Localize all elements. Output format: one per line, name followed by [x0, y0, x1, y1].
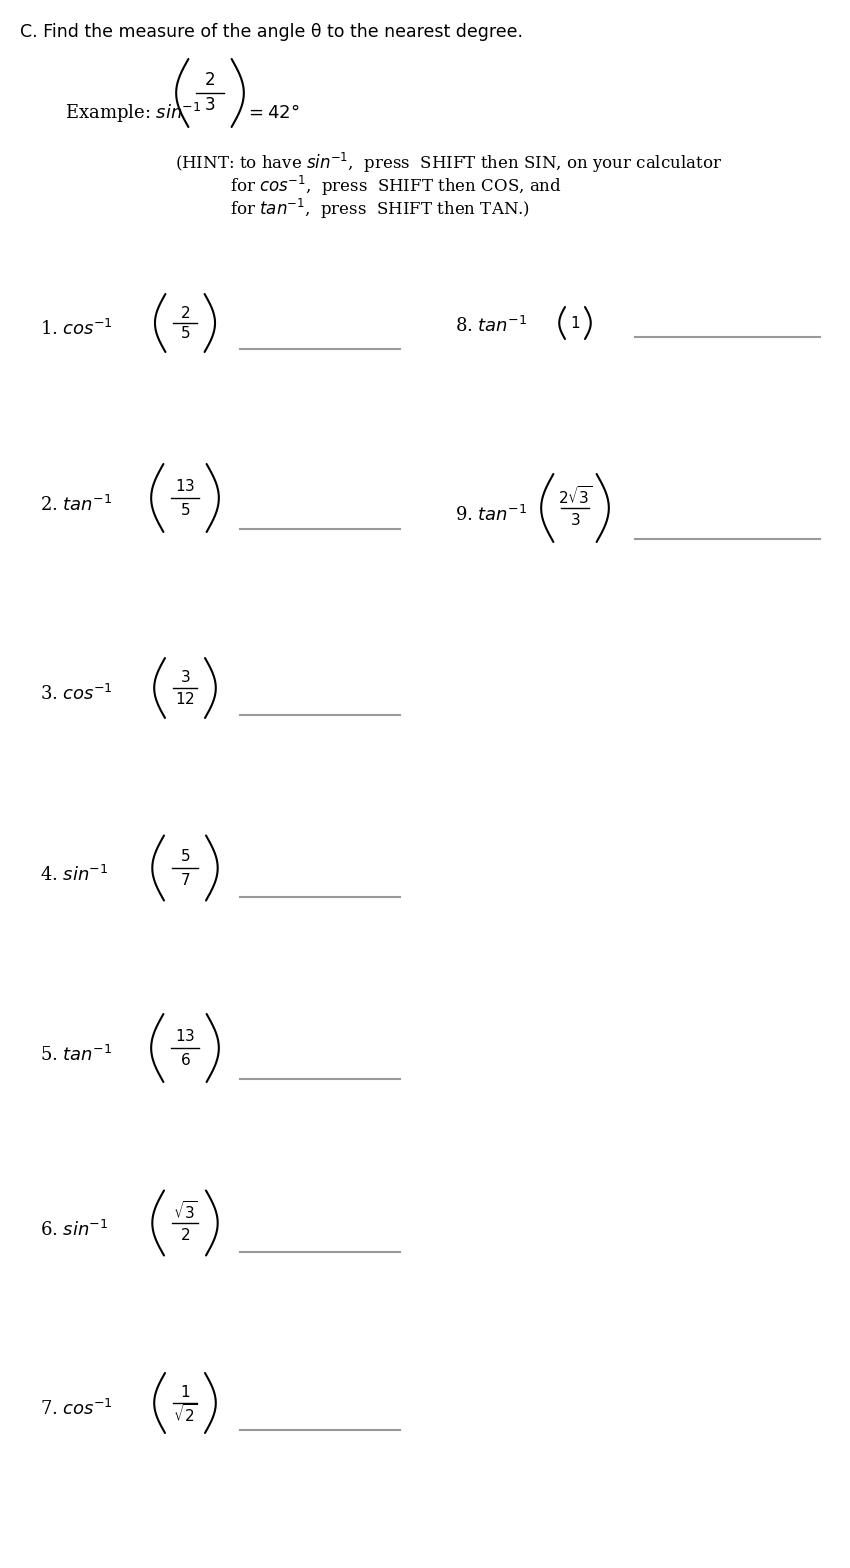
Text: 2. ${\mathit{tan}}^{-1}$: 2. ${\mathit{tan}}^{-1}$ — [40, 495, 112, 514]
Text: C. Find the measure of the angle θ to the nearest degree.: C. Find the measure of the angle θ to th… — [20, 24, 523, 41]
Text: $\sqrt{2}$: $\sqrt{2}$ — [173, 1403, 197, 1425]
Text: $12$: $12$ — [175, 691, 195, 707]
Text: 7. ${\mathit{cos}}^{-1}$: 7. ${\mathit{cos}}^{-1}$ — [40, 1399, 113, 1419]
Text: $1$: $1$ — [180, 1385, 190, 1400]
Text: 9. ${\mathit{tan}}^{-1}$: 9. ${\mathit{tan}}^{-1}$ — [455, 505, 527, 525]
Text: 5. ${\mathit{tan}}^{-1}$: 5. ${\mathit{tan}}^{-1}$ — [40, 1044, 112, 1065]
Text: $13$: $13$ — [175, 478, 196, 494]
Text: $= 42°$: $= 42°$ — [245, 103, 299, 122]
Text: $\sqrt{3}$: $\sqrt{3}$ — [173, 1200, 197, 1223]
Text: $5$: $5$ — [180, 848, 190, 864]
Text: for ${\mathit{tan}}^{-1}$,  press  SHIFT then TAN.): for ${\mathit{tan}}^{-1}$, press SHIFT t… — [230, 198, 530, 221]
Text: $5$: $5$ — [180, 502, 190, 519]
Text: $2$: $2$ — [180, 304, 190, 320]
Text: 4. ${\mathit{sin}}^{-1}$: 4. ${\mathit{sin}}^{-1}$ — [40, 864, 108, 884]
Text: $6$: $6$ — [179, 1052, 190, 1068]
Text: Example: ${\mathit{sin}}^{-1}$: Example: ${\mathit{sin}}^{-1}$ — [65, 100, 201, 125]
Text: $3$: $3$ — [204, 97, 216, 114]
Text: 8. ${\mathit{tan}}^{-1}$: 8. ${\mathit{tan}}^{-1}$ — [455, 317, 527, 336]
Text: $13$: $13$ — [175, 1027, 196, 1044]
Text: 3. ${\mathit{cos}}^{-1}$: 3. ${\mathit{cos}}^{-1}$ — [40, 684, 113, 704]
Text: $7$: $7$ — [180, 872, 190, 887]
Text: $1$: $1$ — [570, 315, 580, 331]
Text: (HINT: to have ${\mathit{sin}}^{-1}$,  press  SHIFT then SIN, on your calculator: (HINT: to have ${\mathit{sin}}^{-1}$, pr… — [175, 151, 722, 176]
Text: 6. ${\mathit{sin}}^{-1}$: 6. ${\mathit{sin}}^{-1}$ — [40, 1220, 108, 1240]
Text: $3$: $3$ — [179, 670, 190, 685]
Text: $2\sqrt{3}$: $2\sqrt{3}$ — [558, 485, 592, 506]
Text: for ${\mathit{cos}}^{-1}$,  press  SHIFT then COS, and: for ${\mathit{cos}}^{-1}$, press SHIFT t… — [230, 174, 562, 198]
Text: $2$: $2$ — [180, 1226, 190, 1243]
Text: 1. ${\mathit{cos}}^{-1}$: 1. ${\mathit{cos}}^{-1}$ — [40, 318, 113, 339]
Text: $2$: $2$ — [205, 72, 216, 89]
Text: $5$: $5$ — [180, 326, 190, 342]
Text: $3$: $3$ — [570, 513, 581, 528]
